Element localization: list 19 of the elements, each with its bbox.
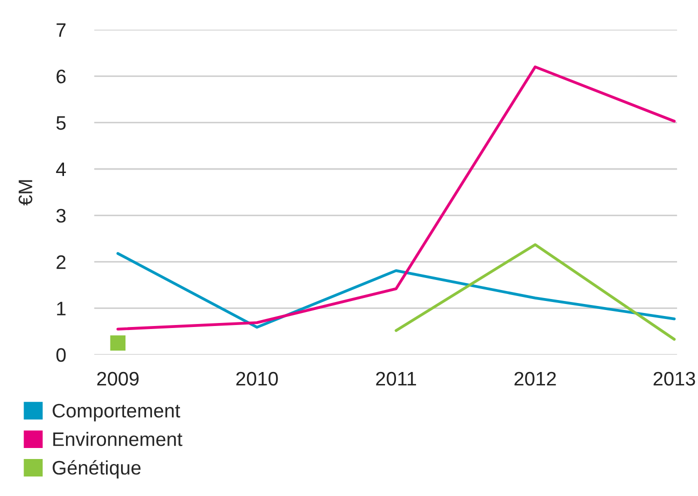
y-tick-label: 3 bbox=[56, 208, 66, 223]
x-tick-label: 2011 bbox=[376, 372, 416, 386]
x-tick-label: 2013 bbox=[654, 372, 696, 386]
legend-label: Environnement bbox=[53, 432, 182, 446]
legend-label: Comportement bbox=[52, 404, 180, 422]
y-tick-label: 7 bbox=[56, 23, 66, 37]
x-tick-label: 2010 bbox=[236, 372, 278, 386]
line-series bbox=[116, 66, 676, 331]
y-axis-title: €M bbox=[18, 180, 32, 206]
legend-label: Génétique bbox=[52, 460, 141, 478]
y-tick-label: 1 bbox=[57, 302, 66, 316]
y-tick-label: 2 bbox=[56, 255, 66, 269]
y-tick-label: 0 bbox=[56, 348, 66, 362]
x-tick-label: 2012 bbox=[514, 372, 556, 386]
y-tick-label: 4 bbox=[56, 162, 66, 176]
y-tick-label: 5 bbox=[56, 116, 66, 130]
x-tick-label: 2009 bbox=[97, 372, 139, 386]
line-series bbox=[116, 252, 676, 329]
y-tick-label: 6 bbox=[56, 70, 66, 84]
